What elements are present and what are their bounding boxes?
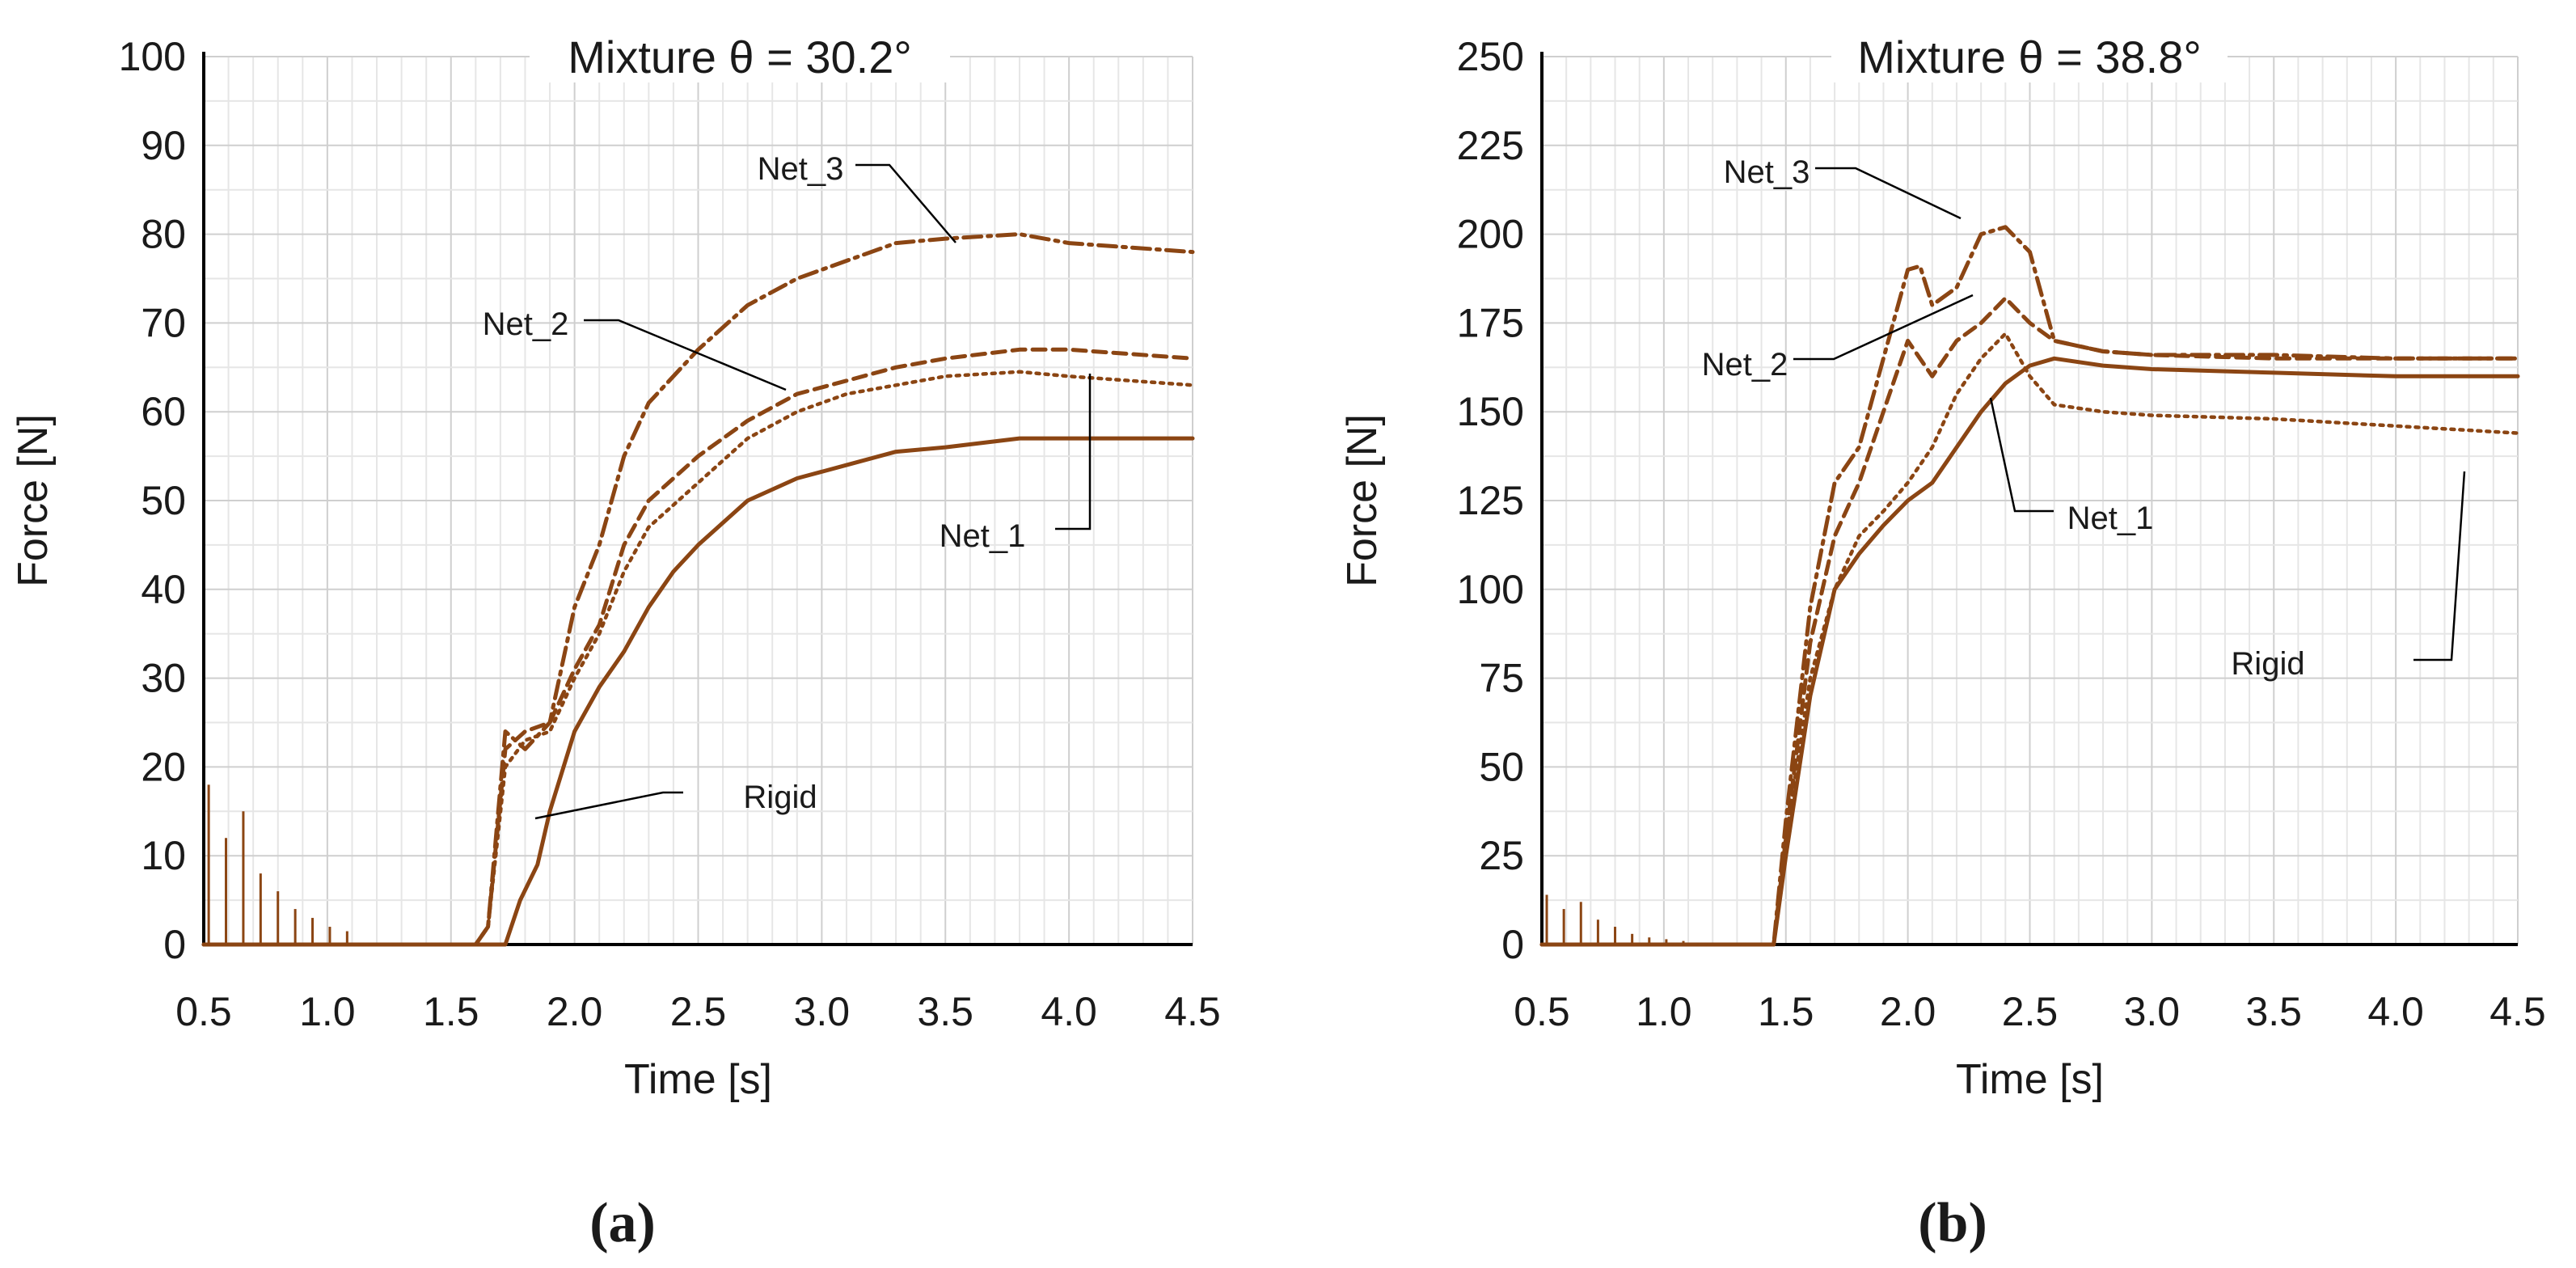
y-tick-label: 40 (141, 567, 186, 612)
annotation-leader-line (1793, 294, 1974, 361)
y-tick-label: 50 (1479, 744, 1524, 789)
y-tick-label: 70 (141, 300, 186, 345)
series-line-net-3 (1539, 225, 2520, 947)
y-tick-label: 50 (141, 478, 186, 523)
y-tick-label: 100 (119, 34, 186, 79)
x-tick-label: 1.5 (423, 989, 479, 1034)
x-tick-label: 1.0 (299, 989, 356, 1034)
series-group (1539, 225, 2520, 947)
y-tick-label: 30 (141, 656, 186, 701)
x-tick-label: 1.0 (1636, 989, 1692, 1034)
y-axis-title: Force [N] (1339, 414, 1386, 587)
y-axis-title: Force [N] (10, 414, 57, 587)
annotation-label: Net_1 (940, 518, 1026, 554)
x-tick-label: 1.5 (1758, 989, 1814, 1034)
y-tick-label: 90 (141, 123, 186, 168)
x-tick-label: 2.5 (2002, 989, 2059, 1034)
startup-noise (207, 784, 348, 945)
series-line-rigid (201, 436, 1195, 947)
y-tick-label: 100 (1457, 567, 1524, 612)
annotation-label: Net_2 (483, 306, 569, 342)
panel-caption: (b) (1918, 1192, 1987, 1254)
annotation-leader-line (2413, 471, 2466, 661)
annotation-label: Rigid (743, 780, 817, 815)
series-line-net-1 (1539, 356, 2520, 947)
annotation-leader-line (1989, 397, 2054, 513)
series-group (201, 232, 1195, 947)
x-tick-label: 0.5 (175, 989, 232, 1034)
x-tick-label: 2.0 (1880, 989, 1936, 1034)
y-tick-label: 175 (1457, 300, 1524, 345)
panel-caption: (a) (589, 1192, 656, 1254)
y-tick-label: 80 (141, 212, 186, 257)
y-tick-label: 0 (1501, 922, 1524, 967)
y-tick-label: 75 (1479, 656, 1524, 701)
chart-title: Mixture θ = 38.8° (1857, 32, 2202, 82)
series-line-net-2 (1539, 296, 2520, 947)
y-tick-label: 125 (1457, 478, 1524, 523)
annotation-leader-line (534, 791, 683, 820)
x-tick-label: 3.5 (917, 989, 973, 1034)
x-tick-label: 3.0 (794, 989, 851, 1034)
series-line-net-3 (201, 232, 1195, 947)
grid (203, 56, 1193, 945)
startup-noise (1545, 894, 1685, 945)
x-tick-label: 4.5 (2489, 989, 2546, 1034)
grid (1541, 56, 2519, 945)
annotation-leader-line (584, 319, 787, 391)
annotation-leader-line (1815, 167, 1962, 220)
y-tick-label: 20 (141, 744, 186, 789)
series-line-net-2 (201, 347, 1195, 947)
y-tick-label: 250 (1457, 34, 1524, 79)
y-tick-label: 200 (1457, 212, 1524, 257)
y-tick-label: 25 (1479, 833, 1524, 878)
y-tick-label: 0 (163, 922, 186, 967)
y-tick-label: 150 (1457, 389, 1524, 434)
y-tick-label: 10 (141, 833, 186, 878)
x-tick-label: 2.5 (670, 989, 727, 1034)
x-tick-label: 2.0 (547, 989, 603, 1034)
annotation-label: Net_2 (1702, 347, 1788, 383)
x-tick-label: 0.5 (1514, 989, 1570, 1034)
x-tick-label: 3.5 (2245, 989, 2302, 1034)
title-backdrop (530, 21, 950, 82)
annotation-leader-line (1055, 374, 1092, 530)
title-backdrop (1831, 21, 2228, 82)
annotation-label: Net_1 (2067, 501, 2154, 536)
y-tick-label: 225 (1457, 123, 1524, 168)
chart-title: Mixture θ = 30.2° (568, 32, 912, 82)
x-axis-title: Time [s] (1956, 1056, 2104, 1103)
chart-panel-a: 0.5 1.0 1.5 2.0 2.5 3.0 3.5 4.0 4.5 0 10 20 30 40 50 60… (10, 21, 1221, 1254)
x-tick-label: 4.0 (2367, 989, 2424, 1034)
series-line-rigid (1539, 332, 2520, 947)
y-tick-label: 60 (141, 389, 186, 434)
annotation-label: Net_3 (758, 151, 844, 187)
annotation-label: Rigid (2231, 646, 2304, 682)
x-axis-title: Time [s] (624, 1056, 772, 1103)
annotation-label: Net_3 (1724, 154, 1810, 190)
x-tick-label: 3.0 (2124, 989, 2181, 1034)
annotation-leader-line (855, 163, 956, 243)
x-tick-label: 4.0 (1041, 989, 1097, 1034)
x-tick-label: 4.5 (1164, 989, 1221, 1034)
chart-panel-b: 0.5 1.0 1.5 2.0 2.5 3.0 3.5 4.0 4.5 0 25 50 75 100 125… (1339, 21, 2546, 1254)
